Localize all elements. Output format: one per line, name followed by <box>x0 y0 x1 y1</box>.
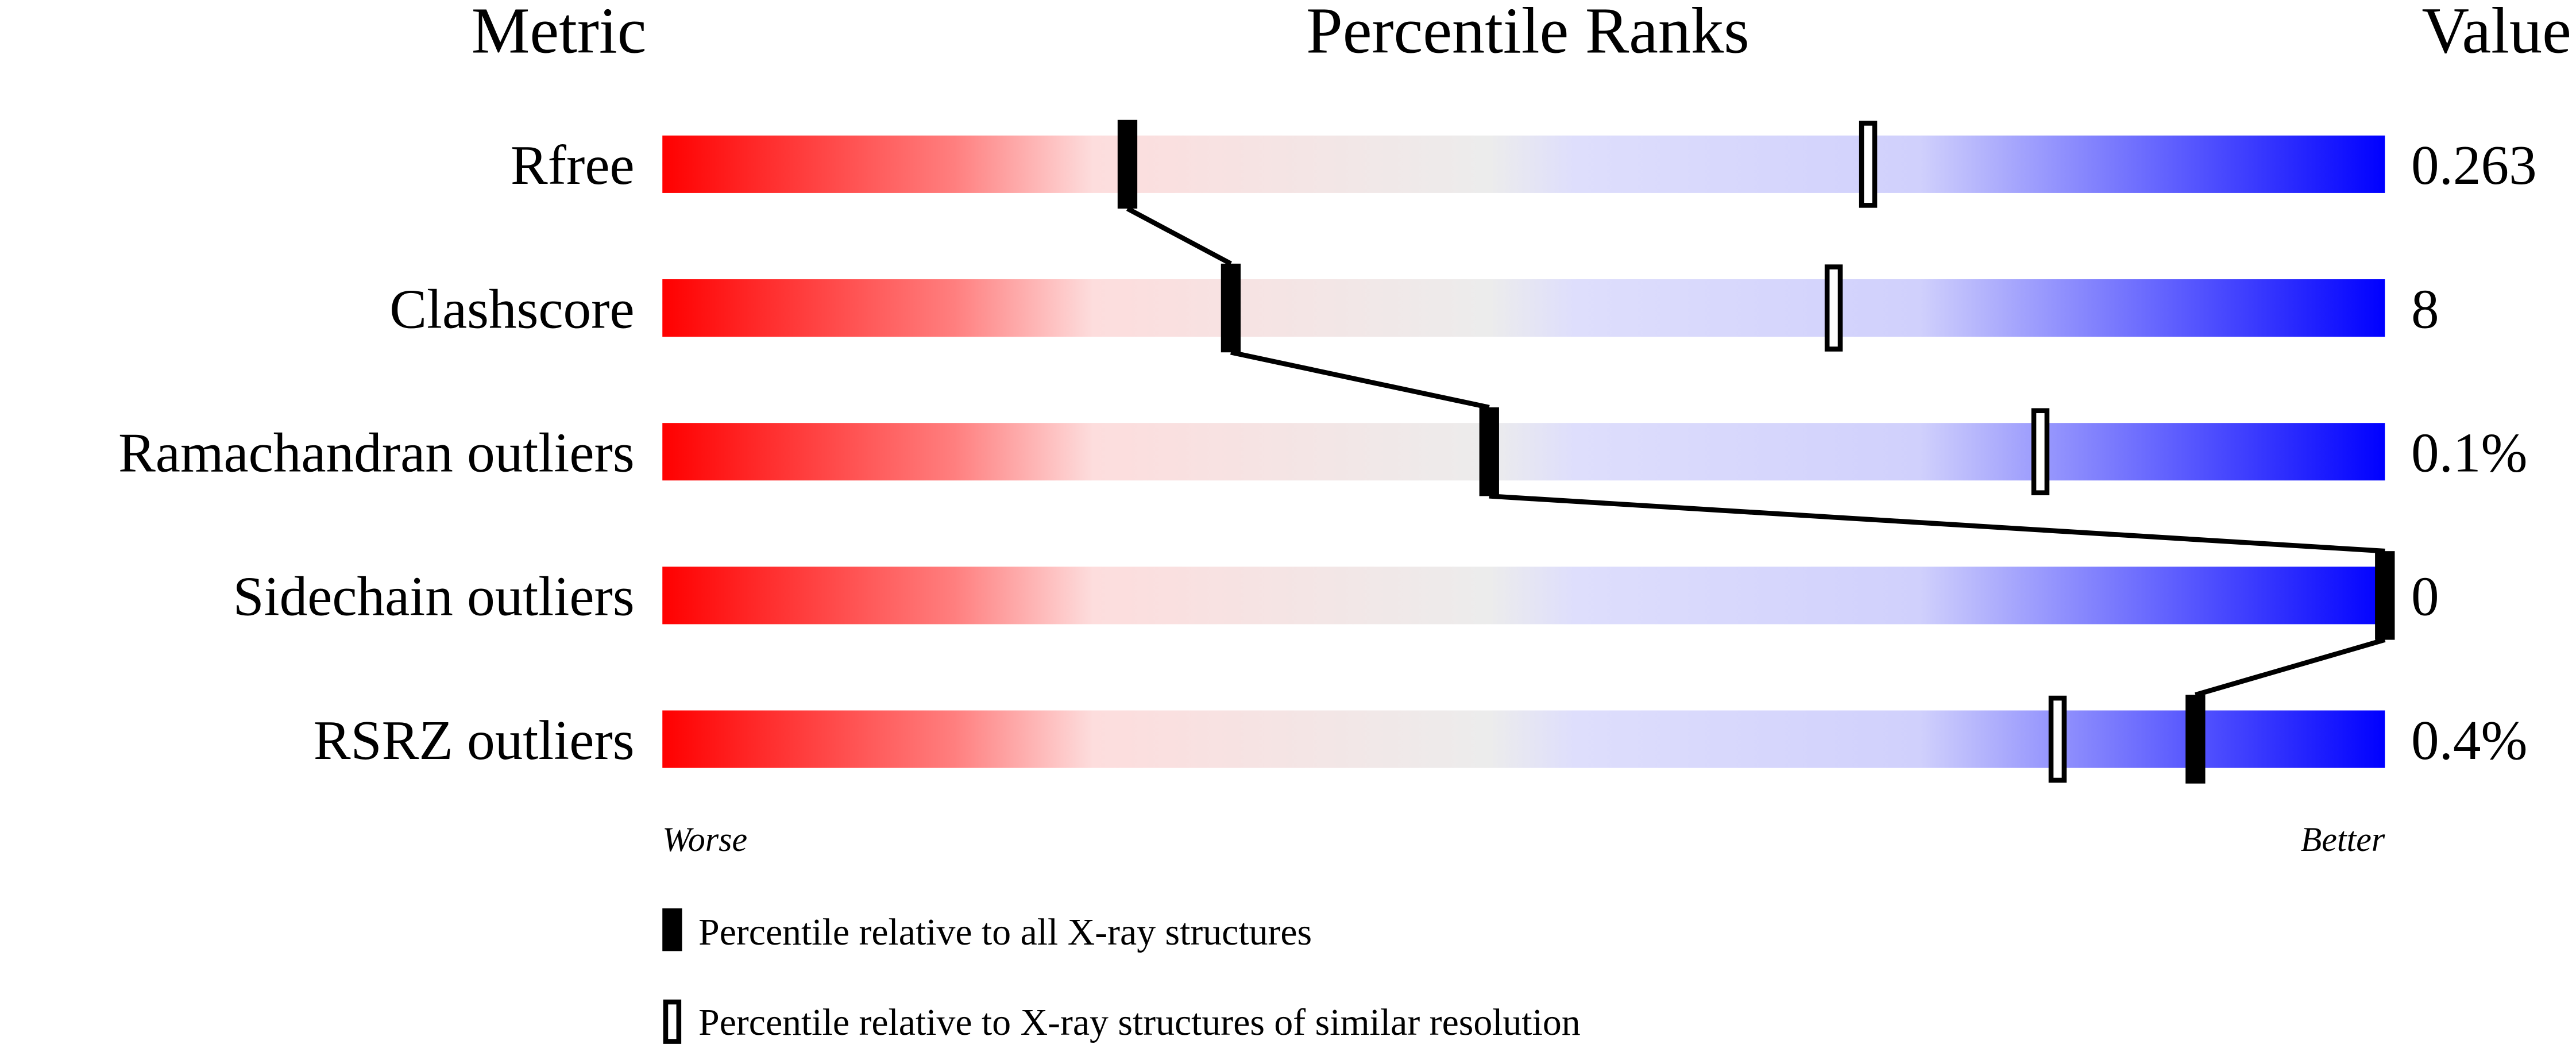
metric-value: 0.1% <box>2411 422 2527 484</box>
metric-value: 0.4% <box>2411 710 2527 772</box>
connector-line <box>1489 494 2385 554</box>
percentile-bar <box>662 135 2385 193</box>
marker-similar-resolution <box>1824 264 1843 352</box>
connector-line <box>2195 637 2386 698</box>
header-value: Value <box>2422 0 2571 67</box>
metric-value: 0.263 <box>2411 134 2537 196</box>
connector-line <box>1230 350 1490 410</box>
marker-all-structures <box>1479 407 1499 496</box>
metric-label: Rfree <box>511 134 635 196</box>
marker-similar-resolution <box>1859 121 1878 208</box>
header-percentile-ranks: Percentile Ranks <box>1306 0 1749 67</box>
percentile-bar <box>662 279 2385 337</box>
header-metric: Metric <box>472 0 647 67</box>
legend-label-all: Percentile relative to all X-ray structu… <box>698 911 1312 953</box>
marker-all-structures <box>2375 551 2395 640</box>
marker-similar-resolution <box>2048 695 2067 783</box>
marker-all-structures <box>1221 263 1241 353</box>
legend-label-similar: Percentile relative to X-ray structures … <box>698 1001 1581 1043</box>
percentile-bar <box>662 423 2385 481</box>
connector-line <box>1126 206 1232 266</box>
marker-all-structures <box>1117 120 1138 209</box>
metric-label: RSRZ outliers <box>314 710 635 772</box>
percentile-bar <box>662 710 2385 768</box>
metric-value: 8 <box>2411 278 2439 340</box>
marker-similar-resolution <box>2031 408 2050 495</box>
axis-label-better: Better <box>2301 820 2385 858</box>
metric-value: 0 <box>2411 566 2439 628</box>
metric-label: Clashscore <box>389 278 634 340</box>
metric-label: Sidechain outliers <box>233 566 635 628</box>
marker-all-structures <box>2185 695 2206 784</box>
metric-label: Ramachandran outliers <box>118 422 635 484</box>
legend-filled-marker <box>662 908 682 951</box>
legend-open-marker <box>663 999 682 1044</box>
axis-label-worse: Worse <box>662 820 747 858</box>
percentile-bar <box>662 567 2385 625</box>
